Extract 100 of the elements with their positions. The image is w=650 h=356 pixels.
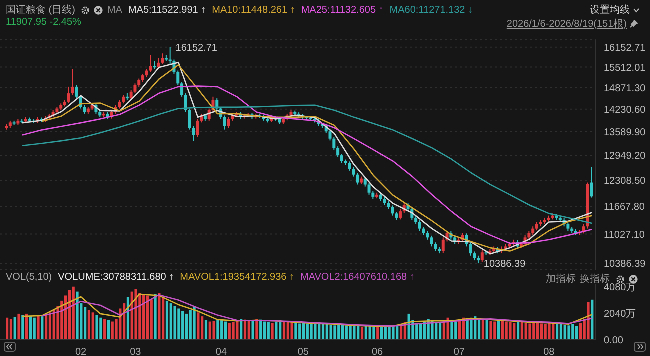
bar	[513, 323, 516, 340]
bar	[330, 325, 332, 340]
bar	[204, 320, 208, 340]
candlestick	[418, 220, 422, 232]
bar	[267, 322, 270, 340]
bar	[162, 297, 165, 340]
bar	[252, 320, 254, 340]
bar	[454, 322, 458, 340]
candlestick	[336, 146, 340, 158]
bar	[372, 326, 376, 340]
bar	[158, 293, 161, 340]
bar	[76, 292, 79, 340]
candlestick	[430, 235, 434, 248]
candlestick	[71, 68, 74, 96]
bar	[497, 320, 500, 340]
bar	[540, 324, 543, 340]
bar	[275, 322, 278, 340]
candlestick	[391, 205, 394, 216]
bar	[263, 322, 266, 340]
candlestick	[442, 237, 445, 254]
bar	[138, 293, 142, 340]
bar	[450, 320, 454, 340]
bar	[197, 312, 200, 340]
bar	[478, 319, 481, 340]
bar	[294, 323, 298, 340]
bar	[6, 318, 9, 340]
bar	[68, 290, 72, 340]
y-tick-label: 11667.80	[604, 202, 646, 214]
bar	[212, 321, 216, 340]
candlestick	[356, 172, 360, 186]
y-tick-label: 12949.20	[604, 151, 646, 162]
bar	[470, 320, 473, 340]
chart-title: VOL(5,10)	[6, 272, 52, 283]
bar	[528, 324, 532, 340]
text: 2026/1/6-2026/8/19(151根)	[506, 18, 627, 31]
bar	[33, 318, 36, 340]
text: MA10:11448.261 ↑	[212, 4, 296, 16]
bar	[150, 300, 153, 340]
text: MA25:11132.605 ↑	[301, 4, 384, 16]
bar	[505, 322, 508, 340]
bar	[208, 322, 212, 340]
bar	[560, 324, 562, 340]
y-tick-label: 2040万	[604, 308, 636, 320]
annotation: 加指标	[546, 272, 576, 286]
bar	[310, 324, 313, 340]
annotation: 10386.39	[484, 259, 526, 270]
bar	[170, 304, 172, 340]
bar	[388, 326, 391, 340]
bar	[193, 307, 196, 340]
bar	[290, 322, 294, 340]
bar	[142, 294, 146, 340]
text: MAVOL2:16407610.168 ↑	[300, 272, 415, 283]
bar	[271, 323, 274, 340]
bar	[146, 296, 150, 340]
y-tick-label: 16152.71	[604, 42, 646, 54]
bar	[228, 323, 231, 340]
bar	[248, 321, 250, 340]
bar	[189, 310, 192, 340]
bar	[104, 319, 106, 340]
bar	[107, 320, 110, 340]
text: VOLUME:30788311.680 ↑	[58, 272, 174, 283]
bar	[48, 312, 52, 340]
y-tick-label: 14871.30	[604, 83, 646, 94]
bar	[357, 326, 360, 340]
line-series	[22, 104, 593, 224]
bar	[185, 314, 188, 340]
bar	[482, 320, 484, 340]
candlestick	[67, 86, 70, 104]
bar	[10, 319, 12, 340]
bar	[334, 326, 336, 340]
candlestick	[227, 116, 230, 129]
bar	[341, 325, 344, 340]
bar	[568, 326, 570, 340]
bar	[494, 322, 496, 340]
bar	[302, 323, 306, 340]
text: MAVOL1:19354172.936 ↑	[180, 272, 294, 283]
bar	[353, 326, 356, 340]
y-tick-label: 11027.10	[604, 230, 646, 241]
candlestick	[184, 93, 188, 113]
candlestick	[364, 176, 367, 188]
bar	[100, 318, 102, 340]
bar	[22, 315, 24, 340]
bar	[298, 324, 302, 340]
bar	[41, 316, 44, 340]
y-tick-label: 0.00	[604, 336, 624, 347]
text: MA60:11271.132 ↓	[390, 4, 474, 16]
candlestick	[398, 208, 402, 220]
annotation: 16152.71	[176, 42, 218, 54]
chart-title: 国证粮食 (日线)	[6, 4, 76, 17]
bar	[88, 310, 91, 340]
candlestick	[176, 70, 180, 86]
candlestick	[149, 54, 152, 73]
bar	[326, 324, 328, 340]
bar	[96, 315, 98, 340]
candlestick	[590, 166, 594, 198]
bar	[220, 320, 224, 340]
bar	[14, 317, 16, 340]
x-tick-label: 04	[216, 347, 228, 356]
bar	[314, 323, 317, 340]
y-tick-label: 15512.01	[604, 62, 646, 74]
